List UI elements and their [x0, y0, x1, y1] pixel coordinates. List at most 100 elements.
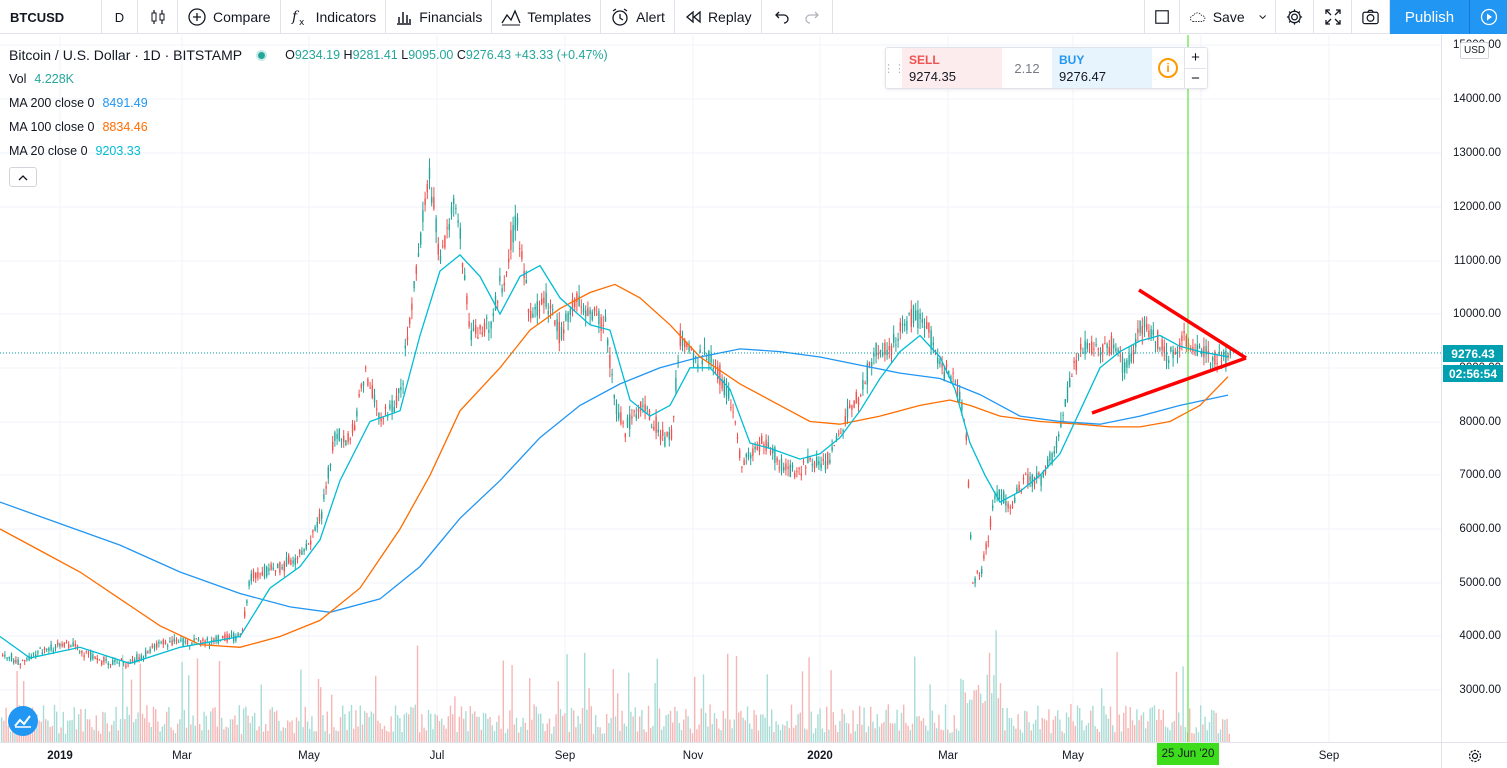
- candle-body: [455, 208, 457, 210]
- price-chart[interactable]: [0, 35, 1441, 742]
- volume-bar: [245, 706, 247, 742]
- candle-body: [244, 611, 246, 617]
- layout-button[interactable]: [1144, 0, 1180, 34]
- volume-bar: [1219, 729, 1222, 742]
- legend-ma100-row[interactable]: MA 100 close 0 8834.46: [9, 115, 608, 139]
- volume-bar: [817, 714, 819, 742]
- time-axis[interactable]: 2019MarMayJulSepNov2020MarMayJulSep: [0, 742, 1441, 768]
- legend-collapse-button[interactable]: [9, 167, 37, 187]
- volume-bar: [999, 683, 1002, 742]
- candle-body: [750, 454, 752, 459]
- volume-bar: [421, 714, 423, 742]
- candle-body: [477, 337, 479, 339]
- volume-bar: [1059, 719, 1061, 742]
- symbol-search-button[interactable]: BTCUSD: [0, 0, 102, 34]
- symbol-title[interactable]: Bitcoin / U.S. Dollar · 1D · BITSTAMP: [9, 47, 243, 63]
- tradingview-logo-badge[interactable]: [8, 706, 38, 736]
- candle-body: [24, 660, 26, 662]
- volume-bar: [377, 720, 379, 742]
- volume-bar: [819, 708, 821, 742]
- volume-bar: [144, 718, 146, 742]
- volume-bar: [733, 719, 735, 742]
- candle-body: [1212, 357, 1214, 361]
- plus-button[interactable]: +: [1191, 49, 1200, 67]
- settings-corner-button[interactable]: [1441, 742, 1507, 768]
- volume-bar: [993, 675, 995, 742]
- chart-logo-icon: [14, 715, 31, 728]
- legend-ma200-row[interactable]: MA 200 close 0 8491.49: [9, 91, 608, 115]
- price-axis[interactable]: 15000.0014000.0013000.0012000.0011000.00…: [1441, 35, 1507, 742]
- volume-bar: [126, 706, 128, 742]
- candle-body: [952, 372, 954, 374]
- chart-pane[interactable]: [0, 35, 1441, 742]
- candle-body: [943, 371, 945, 382]
- redo-icon[interactable]: [804, 9, 820, 25]
- candle-body: [1137, 328, 1139, 334]
- candle-body: [43, 648, 46, 651]
- volume-bar: [234, 715, 236, 742]
- legend-ma20-row[interactable]: MA 20 close 0 9203.33: [9, 139, 608, 163]
- volume-bar: [480, 729, 482, 742]
- legend-volume-row[interactable]: Vol 4.228K: [9, 67, 608, 91]
- volume-bar: [542, 723, 544, 742]
- candle-body: [783, 466, 785, 471]
- save-button[interactable]: Save: [1180, 0, 1276, 34]
- info-button[interactable]: i: [1152, 48, 1184, 88]
- volume-bar: [564, 713, 566, 742]
- sell-button[interactable]: SELL 9274.35: [902, 48, 1002, 88]
- candle-body: [1062, 414, 1064, 416]
- volume-bar: [975, 689, 977, 742]
- minus-button[interactable]: −: [1185, 67, 1206, 89]
- volume-bar: [727, 653, 729, 742]
- volume-bar: [353, 728, 355, 742]
- replay-button[interactable]: Replay: [675, 0, 762, 34]
- volume-bar: [771, 709, 773, 742]
- candle-body: [787, 466, 789, 469]
- volume-bar: [408, 714, 410, 742]
- volume-bar: [854, 731, 856, 742]
- volume-bar: [146, 705, 148, 742]
- candle-body: [585, 310, 587, 317]
- publish-button[interactable]: Publish: [1390, 0, 1470, 34]
- volume-bar: [749, 723, 751, 742]
- interval-button[interactable]: D: [102, 0, 138, 34]
- candle-body: [147, 651, 149, 653]
- compare-label: Compare: [213, 9, 271, 25]
- chevron-down-icon[interactable]: [1259, 13, 1266, 21]
- candle-body: [272, 567, 274, 570]
- candle-body: [604, 316, 607, 322]
- volume-bar: [630, 711, 632, 742]
- volume-bar: [1008, 718, 1010, 742]
- drag-handle[interactable]: ⋮⋮: [883, 62, 905, 75]
- buy-button[interactable]: BUY 9276.47: [1052, 48, 1152, 88]
- currency-label[interactable]: USD: [1460, 42, 1490, 59]
- ma20-label: MA 20 close 0: [9, 144, 88, 158]
- compare-button[interactable]: Compare: [178, 0, 281, 34]
- candle-body: [153, 644, 156, 648]
- volume-bar: [166, 711, 168, 742]
- volume-bar: [520, 726, 522, 742]
- play-button[interactable]: [1470, 0, 1507, 34]
- volume-bar: [619, 730, 621, 742]
- candle-body: [985, 543, 987, 550]
- candle-body: [912, 305, 915, 324]
- financials-button[interactable]: Financials: [386, 0, 493, 34]
- volume-bar: [1127, 728, 1129, 742]
- alert-button[interactable]: Alert: [601, 0, 675, 34]
- volume-bar: [243, 708, 245, 742]
- undo-icon[interactable]: [774, 9, 790, 25]
- volume-bar: [438, 721, 441, 742]
- snapshot-button[interactable]: [1352, 0, 1390, 34]
- candle-body: [4, 654, 6, 657]
- chart-settings-button[interactable]: [1276, 0, 1314, 34]
- fullscreen-button[interactable]: [1314, 0, 1352, 34]
- volume-bar: [711, 724, 713, 742]
- templates-button[interactable]: Templates: [492, 0, 602, 34]
- chart-type-button[interactable]: [138, 0, 178, 34]
- candle-body: [404, 345, 406, 349]
- volume-bar: [612, 669, 614, 742]
- candle-body: [965, 434, 967, 441]
- volume-bar: [1222, 719, 1224, 742]
- volume-bar: [157, 721, 159, 742]
